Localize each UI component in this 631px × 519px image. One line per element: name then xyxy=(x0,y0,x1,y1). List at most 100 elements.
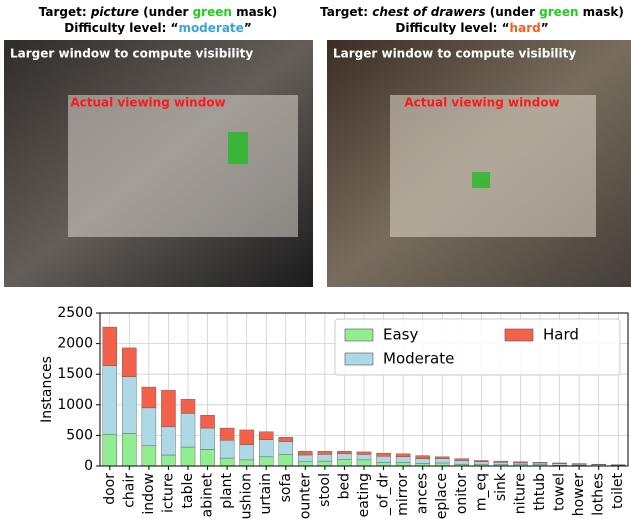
y-axis-label: Instances xyxy=(39,356,55,423)
bar-segment xyxy=(298,451,313,456)
bar-segment xyxy=(415,455,430,459)
x-tick-label: bed xyxy=(336,473,352,499)
bar-segment xyxy=(219,427,235,441)
legend-label: Hard xyxy=(543,326,579,344)
bar-segment xyxy=(200,415,215,429)
bar-segment xyxy=(161,426,176,456)
x-tick-label: table xyxy=(180,473,196,508)
target-mask xyxy=(228,132,248,164)
bar-segment xyxy=(434,456,450,459)
inner-window xyxy=(390,95,596,237)
panel-target: Target: picture (under green mask) xyxy=(39,5,278,19)
bar-segment xyxy=(258,431,274,440)
bar-segment xyxy=(395,456,411,463)
x-tick-label: urtain xyxy=(258,473,274,514)
bar-segment xyxy=(317,454,333,462)
y-tick-label: 500 xyxy=(66,427,93,443)
bar-segment xyxy=(376,452,391,457)
bar-segment xyxy=(552,462,567,464)
bar-segment xyxy=(532,462,548,464)
bar-segment xyxy=(356,459,372,467)
bar-segment xyxy=(239,459,254,467)
bar-segment xyxy=(219,440,235,459)
bar-segment xyxy=(337,453,352,460)
bar-segment xyxy=(454,458,470,461)
bar-segment xyxy=(180,399,196,414)
bar-segment xyxy=(219,457,235,467)
bar-segment xyxy=(376,462,391,467)
bar-segment xyxy=(571,463,587,465)
bar-segment xyxy=(415,458,430,464)
x-tick-label: ounter xyxy=(297,473,313,519)
x-tick-label: chair xyxy=(121,473,137,508)
x-tick-label: m_eq xyxy=(473,473,489,511)
legend-swatch xyxy=(344,328,374,342)
inner-label: Actual viewing window xyxy=(404,96,559,110)
target-mask xyxy=(472,172,490,188)
bar-segment xyxy=(513,462,528,465)
x-tick-label: niture xyxy=(512,473,528,514)
x-tick-label: ushion xyxy=(239,473,255,519)
x-tick-label: indow xyxy=(141,473,157,515)
x-tick-label: onitor xyxy=(454,473,470,514)
panel-difficulty: Difficulty level: “hard” xyxy=(395,21,548,35)
legend-swatch xyxy=(504,328,534,342)
x-tick-label: toilet xyxy=(610,472,626,508)
bar-segment xyxy=(278,441,294,455)
bar-segment xyxy=(591,463,606,465)
x-tick-label: eplace xyxy=(434,473,450,519)
bar-segment xyxy=(474,460,489,462)
bar-segment xyxy=(161,454,176,467)
bar-segment xyxy=(395,462,411,467)
bar-segment xyxy=(122,433,137,467)
bar-segment xyxy=(454,460,470,465)
bar-segment xyxy=(239,429,254,445)
bar-segment xyxy=(376,456,391,463)
bar-segment xyxy=(356,451,372,455)
y-tick-label: 0 xyxy=(84,458,93,474)
bar-segment xyxy=(141,407,157,447)
bar-segment xyxy=(356,454,372,461)
bar-segment xyxy=(102,365,118,435)
bar-segment xyxy=(200,449,215,467)
bar-segment xyxy=(337,451,352,454)
bar-segment xyxy=(552,463,567,466)
x-tick-label: sofa xyxy=(278,473,294,502)
bar-segment xyxy=(278,437,294,442)
bar-segment xyxy=(532,462,548,465)
legend-swatch xyxy=(344,352,374,366)
legend-label: Moderate xyxy=(383,350,454,368)
x-tick-label: door xyxy=(102,473,118,505)
x-tick-label: eating xyxy=(356,473,372,517)
bar-segment xyxy=(298,461,313,467)
bar-segment xyxy=(122,376,137,434)
x-tick-label: plant xyxy=(219,472,235,508)
bar-segment xyxy=(239,444,254,461)
x-tick-label: lothes xyxy=(591,473,607,516)
plot-frame xyxy=(99,312,629,467)
x-tick-label: mirror xyxy=(395,473,411,516)
x-tick-label: ances xyxy=(415,473,431,514)
bar-segment xyxy=(102,326,118,366)
bar-segment xyxy=(493,462,509,465)
x-tick-label: stool xyxy=(317,473,333,507)
outer-label: Larger window to compute visibility xyxy=(10,47,253,61)
bar-segment xyxy=(317,460,333,467)
x-tick-label: towel xyxy=(552,473,568,511)
bar-segment xyxy=(395,453,411,458)
bar-segment xyxy=(278,454,294,467)
x-tick-label: thtub xyxy=(532,473,548,511)
legend-box xyxy=(334,318,621,376)
y-tick-label: 1500 xyxy=(57,366,93,382)
bar-segment xyxy=(200,427,215,450)
y-tick-label: 2000 xyxy=(57,336,93,352)
bar-segment xyxy=(122,347,137,377)
x-tick-label: _of_dr xyxy=(376,473,392,516)
bar-segment xyxy=(180,413,196,448)
inner-label: Actual viewing window xyxy=(70,96,225,110)
x-tick-label: hower xyxy=(571,473,587,517)
bar-segment xyxy=(474,461,489,465)
legend-label: Easy xyxy=(383,326,418,344)
x-tick-label: sink xyxy=(493,472,509,501)
x-tick-label: icture xyxy=(160,473,176,513)
